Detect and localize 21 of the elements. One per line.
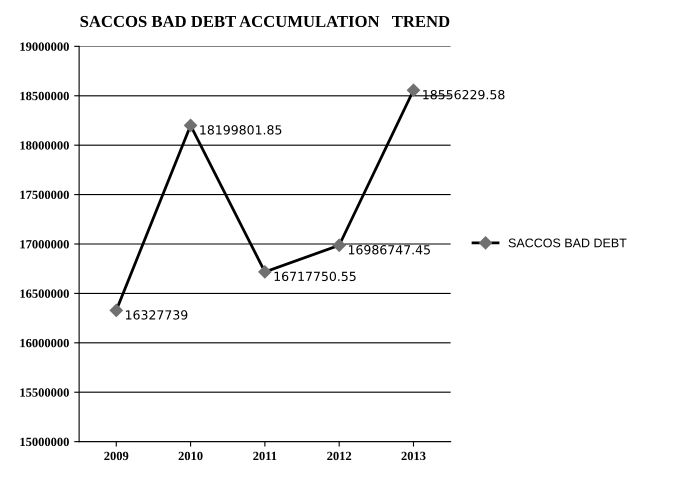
data-label: 16717750.55 — [274, 272, 356, 282]
legend-label: SACCOS BAD DEBT — [508, 238, 627, 248]
y-tick-label: 16500000 — [20, 289, 69, 298]
y-tick-label: 15500000 — [20, 388, 69, 397]
data-label: 16327739 — [126, 310, 188, 320]
x-tick-label: 2013 — [402, 452, 426, 460]
x-tick-label: 2012 — [327, 452, 352, 460]
y-tick-label: 17500000 — [20, 190, 69, 200]
data-label: 16986747.45 — [348, 245, 430, 254]
y-tick-label: 18500000 — [20, 92, 69, 100]
y-tick-label: 17000000 — [20, 240, 69, 248]
y-tick-label: 16000000 — [20, 338, 69, 348]
y-tick-label: 15000000 — [20, 438, 69, 446]
y-tick-label: 19000000 — [20, 42, 69, 51]
x-tick-label: 2009 — [104, 452, 128, 460]
chart-title: SACCOS BAD DEBT ACCUMULATION TREND — [80, 16, 450, 28]
x-tick-label: 2010 — [178, 452, 203, 460]
y-tick-label: 18000000 — [20, 141, 69, 150]
x-tick-label: 2011 — [253, 452, 276, 460]
data-label: 18199801.85 — [200, 125, 282, 135]
data-label: 18556229.58 — [423, 90, 504, 100]
